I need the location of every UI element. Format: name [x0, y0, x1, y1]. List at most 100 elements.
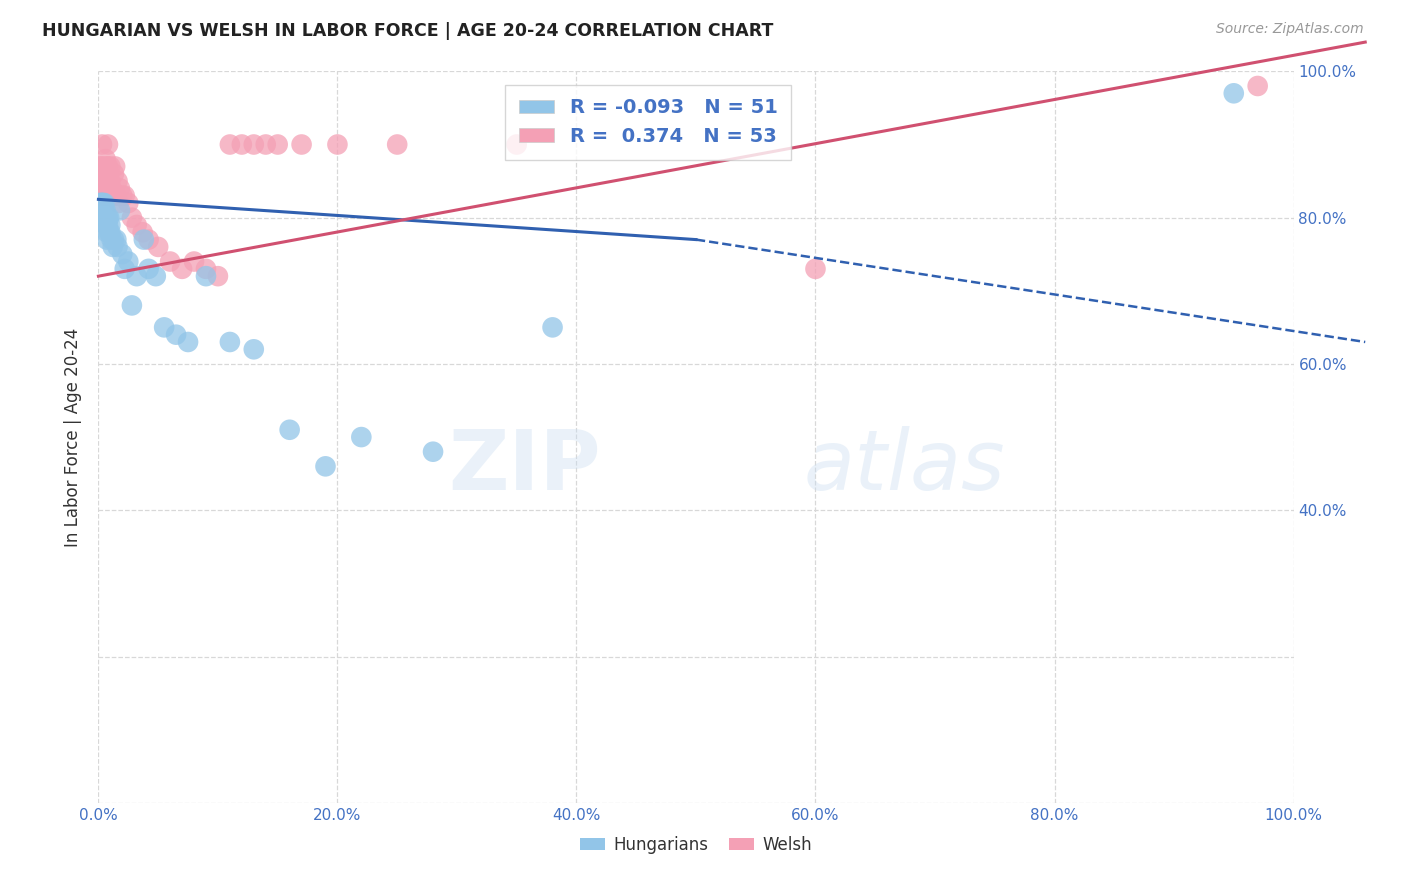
Point — [90, 160, 112, 174]
Point — [107, 174, 129, 188]
Point — [89, 174, 111, 188]
Point — [94, 188, 117, 202]
Point — [231, 137, 253, 152]
Point — [94, 203, 117, 218]
Point — [94, 218, 117, 232]
Point — [132, 233, 155, 247]
Point — [91, 203, 114, 218]
Point — [98, 211, 121, 225]
Point — [278, 423, 301, 437]
Point — [243, 343, 266, 357]
Point — [93, 211, 115, 225]
Point — [111, 247, 134, 261]
Point — [138, 261, 160, 276]
Point — [107, 196, 129, 211]
Point — [195, 261, 218, 276]
Point — [100, 181, 122, 195]
Point — [172, 261, 194, 276]
Point — [97, 181, 120, 195]
Point — [138, 233, 160, 247]
Point — [89, 196, 111, 211]
Point — [422, 444, 444, 458]
Point — [101, 188, 124, 202]
Point — [91, 160, 114, 174]
Text: HUNGARIAN VS WELSH IN LABOR FORCE | AGE 20-24 CORRELATION CHART: HUNGARIAN VS WELSH IN LABOR FORCE | AGE … — [42, 22, 773, 40]
Point — [96, 218, 118, 232]
Point — [101, 240, 124, 254]
Point — [506, 137, 529, 152]
Point — [90, 203, 112, 218]
Point — [111, 188, 134, 202]
Point — [219, 137, 242, 152]
Point — [91, 167, 114, 181]
Point — [125, 269, 148, 284]
Point — [94, 211, 117, 225]
Point — [93, 181, 115, 195]
Point — [145, 269, 167, 284]
Point — [98, 174, 122, 188]
Point — [94, 167, 117, 181]
Point — [105, 188, 128, 202]
Point — [94, 152, 117, 166]
Point — [159, 254, 181, 268]
Point — [98, 167, 121, 181]
Point — [91, 211, 114, 225]
Point — [207, 269, 229, 284]
Point — [91, 188, 114, 202]
Point — [117, 196, 139, 211]
Point — [105, 233, 128, 247]
Point — [91, 196, 114, 211]
Point — [97, 211, 120, 225]
Legend: Hungarians, Welsh: Hungarians, Welsh — [574, 829, 818, 860]
Point — [195, 269, 218, 284]
Point — [103, 233, 125, 247]
Point — [125, 218, 148, 232]
Point — [121, 298, 143, 312]
Point — [131, 225, 153, 239]
Point — [350, 430, 373, 444]
Point — [108, 203, 131, 218]
Point — [148, 240, 170, 254]
Point — [93, 196, 115, 211]
Point — [291, 137, 314, 152]
Point — [541, 320, 564, 334]
Point — [385, 137, 409, 152]
Point — [98, 225, 122, 239]
Point — [104, 160, 127, 174]
Point — [91, 196, 114, 211]
Point — [108, 181, 131, 195]
Point — [267, 137, 290, 152]
Point — [98, 188, 121, 202]
Point — [183, 254, 205, 268]
Point — [97, 160, 120, 174]
Point — [90, 181, 112, 195]
Point — [91, 211, 114, 225]
Point — [90, 196, 112, 211]
Point — [165, 327, 187, 342]
Point — [97, 218, 120, 232]
Point — [243, 137, 266, 152]
Point — [114, 188, 136, 202]
Point — [315, 459, 337, 474]
Point — [117, 254, 139, 268]
Point — [93, 203, 115, 218]
Point — [107, 240, 129, 254]
Point — [804, 261, 827, 276]
Point — [103, 167, 125, 181]
Point — [93, 167, 115, 181]
Point — [177, 334, 200, 349]
Point — [121, 211, 143, 225]
Point — [254, 137, 277, 152]
Point — [100, 233, 122, 247]
Text: atlas: atlas — [804, 425, 1005, 507]
Y-axis label: In Labor Force | Age 20-24: In Labor Force | Age 20-24 — [65, 327, 83, 547]
Point — [91, 196, 114, 211]
Point — [219, 334, 242, 349]
Point — [97, 137, 120, 152]
Text: Source: ZipAtlas.com: Source: ZipAtlas.com — [1216, 22, 1364, 37]
Point — [1247, 78, 1270, 93]
Point — [98, 160, 122, 174]
Point — [96, 181, 118, 195]
Point — [96, 160, 118, 174]
Point — [96, 211, 118, 225]
